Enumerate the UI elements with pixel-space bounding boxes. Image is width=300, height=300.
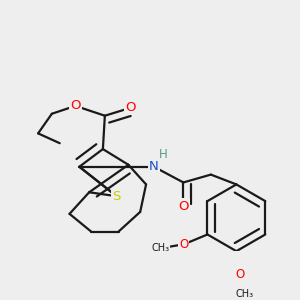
Text: CH₃: CH₃ xyxy=(151,243,169,253)
Text: O: O xyxy=(178,200,189,212)
Text: N: N xyxy=(149,160,159,173)
Text: CH₃: CH₃ xyxy=(235,289,253,299)
Text: O: O xyxy=(236,268,245,281)
Text: O: O xyxy=(179,238,188,251)
Text: S: S xyxy=(112,190,121,203)
Text: H: H xyxy=(159,148,168,161)
Text: O: O xyxy=(70,99,81,112)
Text: O: O xyxy=(125,101,136,114)
